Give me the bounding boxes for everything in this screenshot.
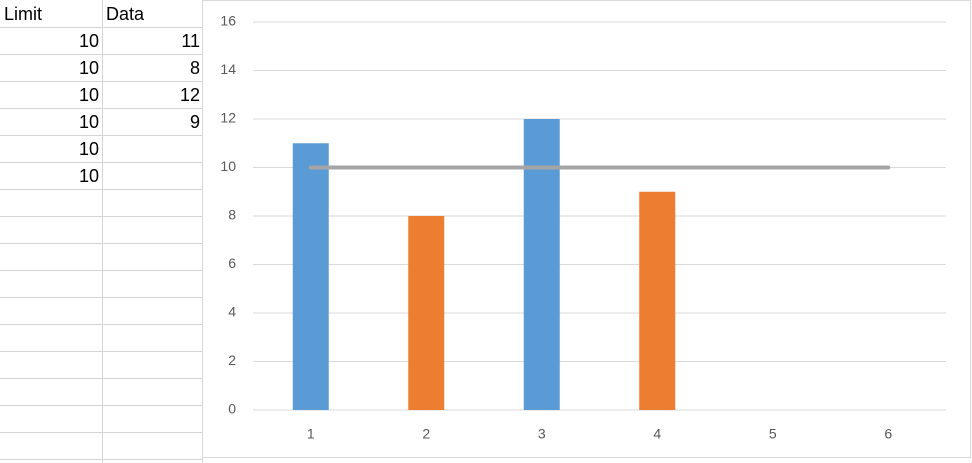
y-tick-label: 12 xyxy=(220,110,236,126)
cell: 10 xyxy=(79,112,99,132)
cell: 10 xyxy=(79,58,99,78)
cell: 10 xyxy=(79,166,99,186)
y-tick-label: 10 xyxy=(220,158,236,174)
x-tick-label: 6 xyxy=(884,426,892,442)
y-tick-label: 14 xyxy=(220,61,236,77)
cell: 9 xyxy=(190,112,200,132)
cell: 10 xyxy=(79,31,99,51)
chart-area xyxy=(202,0,971,458)
header-cell: Data xyxy=(106,4,145,24)
cell: 10 xyxy=(79,85,99,105)
bar xyxy=(408,216,445,410)
x-tick-label: 1 xyxy=(307,426,315,442)
cell: 8 xyxy=(190,58,200,78)
y-tick-label: 8 xyxy=(228,207,236,223)
x-tick-label: 3 xyxy=(538,426,546,442)
y-tick-label: 4 xyxy=(228,304,236,320)
x-tick-label: 4 xyxy=(653,426,661,442)
bar xyxy=(639,191,676,410)
x-tick-label: 2 xyxy=(422,426,430,442)
y-tick-label: 0 xyxy=(228,401,236,417)
bar xyxy=(523,119,560,410)
header-cell: Limit xyxy=(4,4,42,24)
cell: 10 xyxy=(79,139,99,159)
x-tick-label: 5 xyxy=(769,426,777,442)
cell: 11 xyxy=(181,31,200,51)
cell: 12 xyxy=(180,85,200,105)
y-tick-label: 6 xyxy=(228,255,236,271)
y-tick-label: 16 xyxy=(220,13,236,29)
bar xyxy=(292,143,329,410)
y-tick-label: 2 xyxy=(228,352,236,368)
